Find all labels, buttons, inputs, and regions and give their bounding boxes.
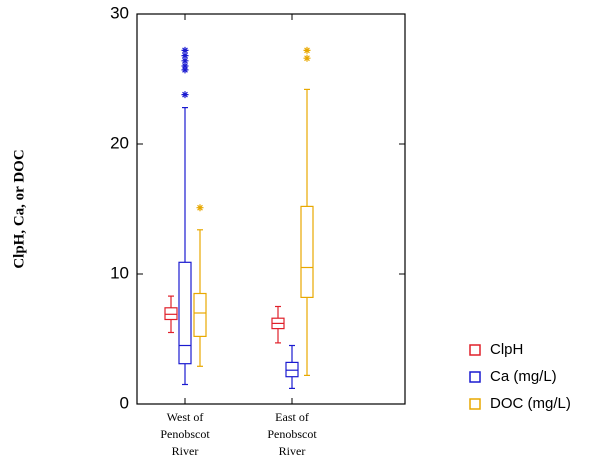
outlier [181,46,189,54]
legend-label: Ca (mg/L) [490,368,557,385]
outlier [181,66,189,74]
x-tick-label: East of [275,410,309,424]
y-tick-label: 20 [110,133,129,152]
y-tick-label: 10 [110,263,129,282]
box [285,361,299,378]
y-tick-label: 30 [110,3,129,22]
box [178,261,192,365]
y-axis-label: ClpH, Ca, or DOC [11,149,27,268]
outlier [181,57,189,65]
x-tick-label: Penobscot [267,427,317,441]
box [300,205,314,298]
x-tick-label: West of [167,410,204,424]
outlier [303,54,311,62]
box [164,307,178,321]
y-tick-label: 0 [120,393,129,412]
legend-label: DOC (mg/L) [490,395,571,412]
x-tick-label: River [172,444,199,458]
outlier [181,52,189,60]
plot-frame [136,13,406,405]
outlier [181,91,189,99]
outlier [181,62,189,70]
x-tick-label: Penobscot [160,427,210,441]
legend-swatch [469,371,481,383]
outlier [303,46,311,54]
outlier [196,204,204,212]
legend-swatch [469,398,481,410]
legend-label: ClpH [490,341,523,358]
x-tick-label: River [279,444,306,458]
legend-swatch [469,344,481,356]
box [193,292,207,338]
